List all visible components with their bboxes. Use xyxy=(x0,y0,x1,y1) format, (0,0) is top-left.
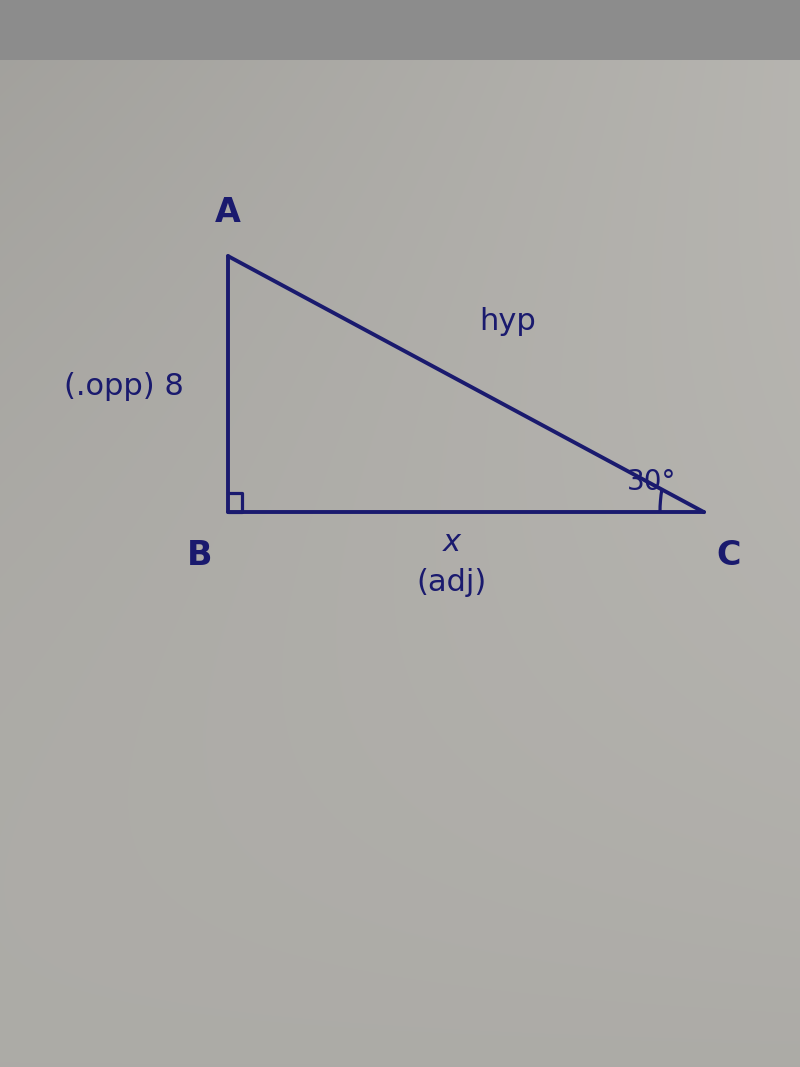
Text: hyp: hyp xyxy=(480,307,536,336)
Text: B: B xyxy=(186,539,212,572)
Text: 30°: 30° xyxy=(627,468,677,496)
Text: x: x xyxy=(443,528,461,557)
Text: (.opp) 8: (.opp) 8 xyxy=(64,371,184,401)
Text: A: A xyxy=(215,196,241,229)
Text: C: C xyxy=(716,539,741,572)
Text: (adj): (adj) xyxy=(417,568,487,596)
